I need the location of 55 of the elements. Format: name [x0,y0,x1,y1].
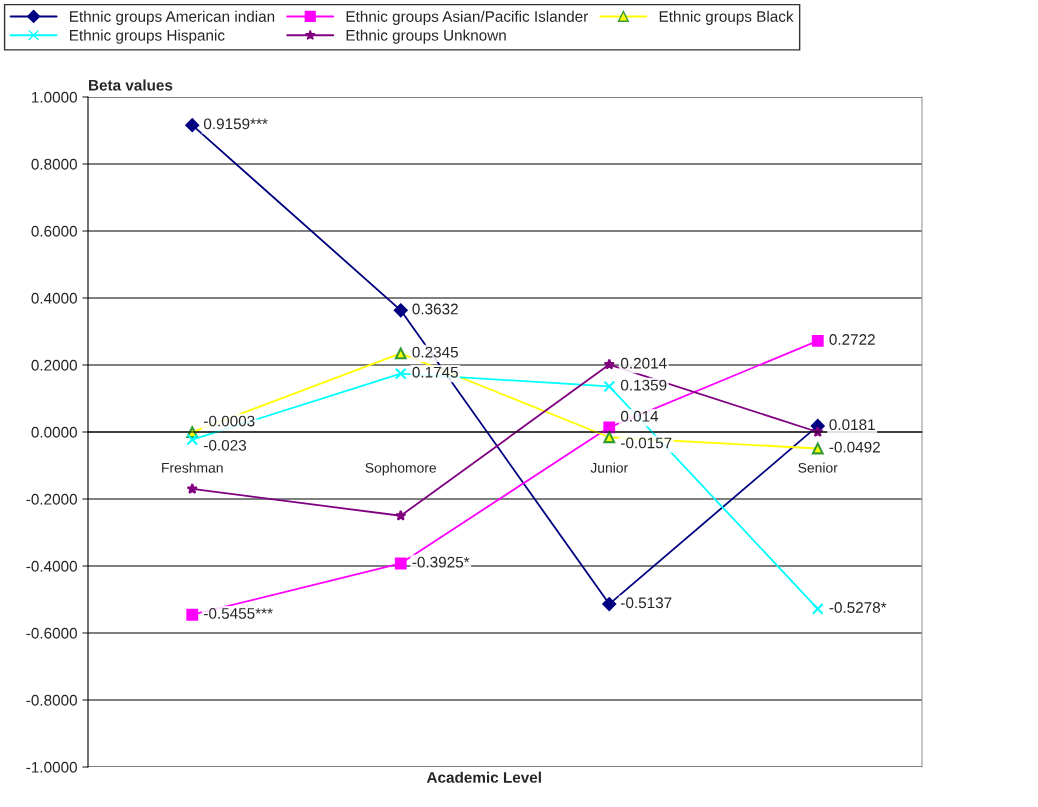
legend-label: Ethnic groups Black [659,10,794,25]
point [811,442,824,455]
data-label: 0.0181 [829,419,875,431]
point [602,597,617,612]
data-label: 0.3632 [412,303,458,315]
data-label: -0.023 [204,439,247,451]
point [185,118,200,133]
y-axis-title: Beta values [89,79,173,91]
y-tick-label: -0.2000 [26,493,77,505]
data-label: 0.2014 [620,357,667,369]
y-tick-label: 0.8000 [31,158,77,170]
x-tick-label: Junior [590,462,628,473]
data-label: 0.1745 [412,366,458,378]
y-tick-label: -0.4000 [26,560,77,572]
point [394,367,407,380]
x-tick-label: Senior [798,462,838,473]
data-label: -0.3925* [412,556,470,568]
y-tick-label: 0.4000 [31,292,77,304]
y-tick-label: 0.2000 [31,359,77,371]
data-label: -0.0157 [621,437,672,449]
x-axis-title: Academic Level [426,771,541,783]
legend-label: Ethnic groups American indian [70,10,275,25]
legend-label: Ethnic groups Hispanic [70,29,225,44]
y-tick-label: -1.0000 [26,761,77,773]
data-label: -0.5137 [621,597,672,609]
point [393,303,408,318]
data-label: 0.9159*** [203,118,268,130]
point [811,602,824,615]
data-label: -0.5455*** [204,608,273,619]
y-tick-label: 1.0000 [32,91,77,103]
point [603,431,616,444]
y-tick-label: -0.8000 [26,694,77,706]
point [395,509,407,521]
y-tick-label: 0.0000 [31,426,77,438]
point [603,380,616,393]
x-tick-label: Sophomore [365,462,437,476]
data-label: 0.014 [620,410,659,422]
y-tick-label: -0.6000 [26,627,77,639]
data-label: 0.2722 [829,334,875,345]
point [186,483,198,494]
data-label: 0.2345 [412,346,458,358]
legend-label: Ethnic groups Asian/Pacific Islander [346,10,589,25]
point [394,347,407,360]
point [394,557,407,570]
data-label: -0.0492 [829,441,880,453]
point [186,608,199,621]
data-label: -0.5278* [829,602,887,613]
point [603,358,615,370]
point [186,433,199,446]
data-label: 0.1359 [620,379,667,391]
point [811,334,824,347]
data-label: -0.0003 [204,415,255,427]
y-tick-label: 0.6000 [31,225,77,237]
x-tick-label: Freshman [162,462,223,473]
legend-label: Ethnic groups Unknown [346,29,506,44]
